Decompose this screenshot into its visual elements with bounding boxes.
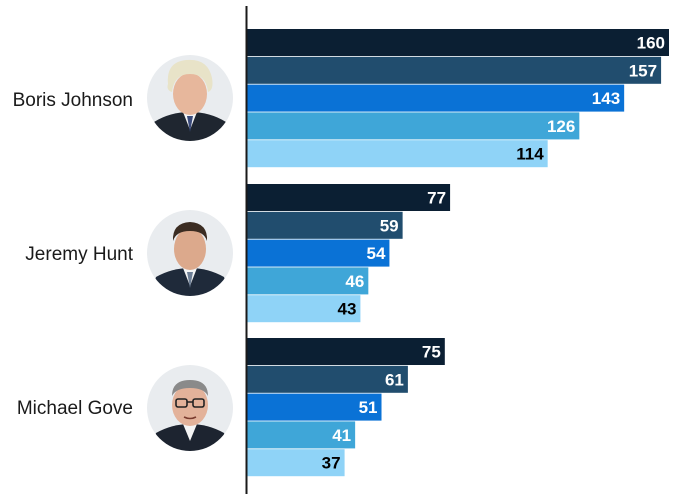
- candidate-label-jeremy-hunt: Jeremy Hunt: [25, 244, 133, 265]
- value-label-michael-gove-5: 37: [322, 454, 341, 473]
- value-label-michael-gove-3: 51: [359, 398, 378, 417]
- bar-michael-gove-3: [247, 393, 382, 421]
- bar-michael-gove-1: [247, 338, 445, 365]
- value-label-boris-johnson-2: 157: [629, 61, 657, 80]
- bar-jeremy-hunt-4: [247, 267, 369, 295]
- value-label-boris-johnson-5: 114: [516, 145, 544, 164]
- bar-boris-johnson-2: [247, 56, 662, 84]
- candidate-label-boris-johnson: Boris Johnson: [13, 90, 133, 111]
- bar-boris-johnson-1: [247, 29, 669, 56]
- value-label-boris-johnson-4: 126: [547, 117, 575, 136]
- value-label-michael-gove-4: 41: [332, 426, 351, 445]
- value-label-michael-gove-1: 75: [422, 343, 441, 362]
- portrait-michael-gove-icon: [147, 365, 233, 451]
- bar-boris-johnson-3: [247, 84, 625, 112]
- value-label-jeremy-hunt-1: 77: [427, 189, 446, 208]
- value-label-jeremy-hunt-4: 46: [345, 272, 364, 291]
- bar-jeremy-hunt-3: [247, 239, 390, 267]
- bar-jeremy-hunt-5: [247, 295, 361, 323]
- value-label-jeremy-hunt-5: 43: [337, 300, 356, 319]
- portraits: [147, 55, 233, 451]
- bar-jeremy-hunt-1: [247, 184, 451, 211]
- portrait-boris-johnson-icon: [147, 55, 233, 141]
- bar-michael-gove-4: [247, 421, 356, 449]
- value-label-boris-johnson-1: 160: [637, 34, 665, 53]
- bar-boris-johnson-5: [247, 140, 548, 168]
- value-label-jeremy-hunt-2: 59: [380, 216, 399, 235]
- value-label-jeremy-hunt-3: 54: [367, 244, 386, 263]
- bars: [247, 29, 669, 477]
- value-label-boris-johnson-3: 143: [592, 89, 620, 108]
- candidate-labels: Boris Johnson Jeremy Hunt Michael Gove: [13, 90, 134, 419]
- bar-michael-gove-2: [247, 365, 408, 393]
- portrait-jeremy-hunt-icon: [147, 210, 233, 296]
- bar-michael-gove-5: [247, 449, 345, 477]
- bar-jeremy-hunt-2: [247, 211, 403, 239]
- value-label-michael-gove-2: 61: [385, 370, 404, 389]
- bar-boris-johnson-4: [247, 112, 580, 140]
- candidate-label-michael-gove: Michael Gove: [17, 398, 133, 419]
